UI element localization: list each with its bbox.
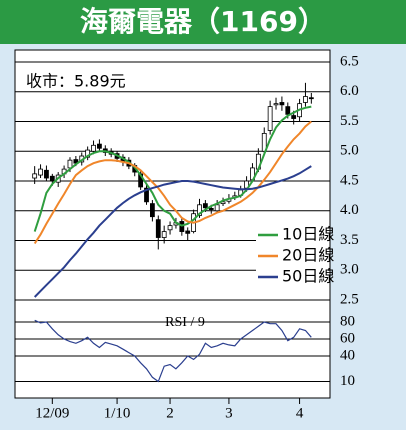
y-tick-label: 6.5 <box>340 53 359 69</box>
close-annotation: 收市：5.89元 <box>26 72 126 91</box>
candle-body <box>214 204 220 212</box>
y-tick-label: 5.5 <box>340 113 359 129</box>
candle-body <box>155 219 161 238</box>
candle-body <box>291 115 297 119</box>
header <box>0 0 406 44</box>
candle-body <box>49 175 55 182</box>
candle-body <box>208 207 214 210</box>
candle-body <box>267 106 273 131</box>
y-tick-label: 2.5 <box>340 291 359 307</box>
marks: 2.5 3.0 3.5 4.0 4.5 5.0 5.5 6.0 6.5 10日線 20日線 50日線 1… <box>15 53 359 421</box>
candle-body <box>273 103 279 106</box>
y-tick-label: 6.0 <box>340 83 359 99</box>
candle-body <box>202 203 208 209</box>
y-tick-label: 3.0 <box>340 262 359 278</box>
y-tick-label: 10 <box>340 373 355 389</box>
legend-label: 50日線 <box>282 267 334 286</box>
x-tick-label: 3 <box>225 405 233 421</box>
candle-body <box>197 204 202 216</box>
legend-label: 10日線 <box>282 225 334 244</box>
candle-body <box>32 173 38 179</box>
x-tick-label: 1/10 <box>104 405 131 421</box>
y-tick-label: 4.5 <box>340 172 359 188</box>
candle-body <box>185 230 191 234</box>
candle-body <box>161 231 167 238</box>
y-tick-label: 3.5 <box>340 232 359 248</box>
candle-body <box>149 203 155 218</box>
legend-label: 20日線 <box>282 246 334 265</box>
y-tick-label: 60 <box>340 330 355 346</box>
candle-body <box>285 106 291 115</box>
y-tick-label: 40 <box>340 347 355 363</box>
x-tick-label: 12/09 <box>35 405 69 421</box>
candle-body <box>38 168 43 176</box>
y-tick-label: 4.0 <box>340 202 359 218</box>
candle-body <box>97 143 102 149</box>
candle-body <box>144 187 149 203</box>
x-tick-label: 4 <box>296 405 304 421</box>
candle-body <box>261 132 267 152</box>
series-line <box>34 319 312 383</box>
series-line <box>33 165 312 298</box>
candle-body <box>303 96 308 103</box>
series-line <box>33 120 312 245</box>
x-tick-label: 2 <box>166 405 174 421</box>
rsi-title: RSI / 9 <box>165 315 205 330</box>
candle-body <box>279 102 285 106</box>
candle-body <box>308 97 314 100</box>
series-line <box>33 105 312 232</box>
candle-body <box>91 144 96 152</box>
y-tick-label: 5.0 <box>340 143 359 159</box>
candle-body <box>167 225 173 231</box>
candle-body <box>44 169 49 179</box>
chart-title: 海爾電器（1169） <box>80 5 326 38</box>
y-tick-label: 80 <box>340 313 355 329</box>
